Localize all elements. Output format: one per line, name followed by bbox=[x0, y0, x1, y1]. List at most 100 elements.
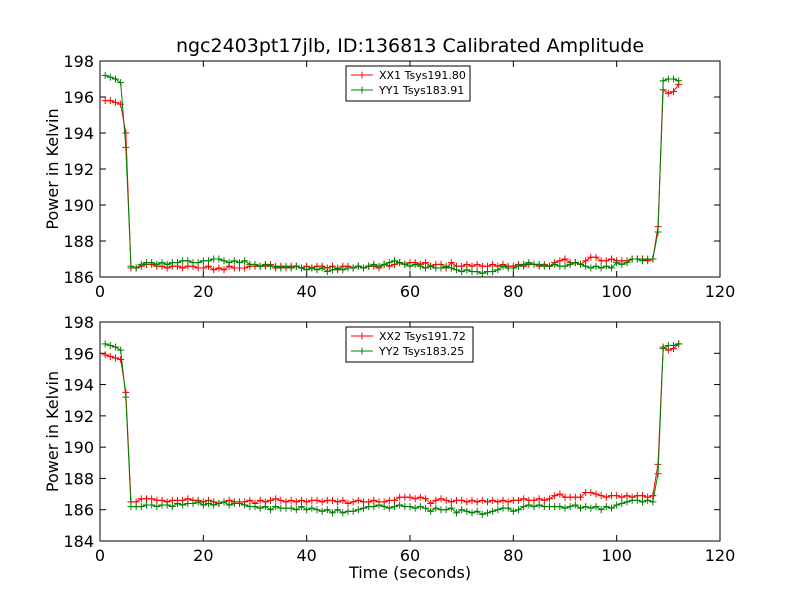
data-point bbox=[292, 506, 300, 514]
data-point bbox=[587, 264, 595, 272]
data-point bbox=[458, 268, 466, 276]
data-point bbox=[427, 507, 435, 515]
data-point bbox=[675, 77, 683, 85]
data-point bbox=[623, 498, 631, 506]
data-point bbox=[592, 490, 600, 498]
data-point bbox=[117, 79, 125, 87]
data-point bbox=[137, 260, 145, 268]
data-point bbox=[422, 495, 429, 503]
y-tick-label: 194 bbox=[63, 124, 94, 143]
data-point bbox=[205, 257, 212, 265]
x-tick-label: 80 bbox=[503, 282, 523, 301]
data-point bbox=[489, 507, 497, 515]
data-point bbox=[117, 356, 125, 364]
data-point bbox=[623, 492, 631, 500]
data-point bbox=[199, 264, 207, 272]
data-point bbox=[639, 257, 646, 265]
data-point bbox=[396, 259, 404, 267]
data-point bbox=[163, 260, 171, 268]
data-point bbox=[287, 264, 295, 272]
data-point bbox=[649, 492, 657, 500]
data-point bbox=[323, 268, 331, 276]
data-point bbox=[577, 504, 584, 512]
data-point bbox=[215, 255, 223, 263]
chart-title: ngc2403pt17jlb, ID:136813 Calibrated Amp… bbox=[176, 35, 644, 57]
data-point bbox=[473, 260, 481, 268]
legend-entry: YY2 Tsys183.25 bbox=[351, 345, 464, 358]
data-point bbox=[272, 495, 280, 503]
data-point bbox=[670, 88, 677, 96]
data-point bbox=[520, 260, 528, 268]
data-point bbox=[504, 498, 512, 506]
data-point bbox=[106, 73, 114, 81]
data-point bbox=[241, 257, 249, 265]
data-point bbox=[613, 501, 621, 509]
data-point bbox=[174, 499, 181, 507]
data-point bbox=[241, 501, 249, 509]
top-panel: 0 20 40 60 80 100 120 186 188 190 192 194 196 198 Powe… bbox=[43, 52, 735, 301]
x-tick-label: 40 bbox=[296, 282, 316, 301]
series-line bbox=[105, 74, 679, 274]
data-point bbox=[468, 496, 476, 504]
x-tick-label: 80 bbox=[503, 546, 523, 565]
data-point bbox=[675, 340, 683, 348]
data-point bbox=[597, 492, 605, 500]
legend-entry: XX1 Tsys191.80 bbox=[351, 69, 466, 82]
data-point bbox=[613, 492, 621, 500]
data-point bbox=[525, 259, 533, 267]
data-point bbox=[618, 493, 626, 501]
data-point bbox=[577, 260, 584, 268]
data-point bbox=[494, 266, 502, 274]
data-point bbox=[406, 493, 414, 501]
data-point bbox=[385, 259, 393, 267]
data-point bbox=[391, 496, 398, 504]
data-point bbox=[411, 260, 419, 268]
data-point bbox=[659, 345, 667, 353]
x-tick-label: 40 bbox=[296, 546, 316, 565]
y-axis-label: Power in Kelvin bbox=[43, 108, 62, 229]
legend-entry: XX2 Tsys191.72 bbox=[351, 330, 466, 343]
data-point bbox=[515, 262, 522, 270]
data-point bbox=[199, 501, 207, 509]
data-point bbox=[148, 495, 156, 503]
data-point bbox=[153, 260, 161, 268]
x-tick-label: 0 bbox=[95, 546, 105, 565]
data-point bbox=[608, 504, 615, 512]
series-2 bbox=[101, 71, 683, 277]
data-point bbox=[210, 266, 218, 274]
data-point bbox=[489, 268, 497, 276]
data-point bbox=[613, 259, 621, 267]
y-tick-label: 198 bbox=[63, 313, 94, 332]
data-point bbox=[504, 504, 512, 512]
data-point bbox=[566, 260, 574, 268]
data-point bbox=[329, 509, 336, 517]
data-point bbox=[447, 498, 455, 506]
data-point bbox=[303, 266, 311, 274]
data-point bbox=[339, 509, 347, 517]
data-point bbox=[546, 262, 553, 270]
data-point bbox=[267, 496, 274, 504]
data-point bbox=[318, 498, 326, 506]
legend-label: YY1 Tsys183.91 bbox=[378, 84, 464, 97]
data-point bbox=[251, 503, 259, 511]
data-point bbox=[401, 260, 409, 268]
data-point bbox=[670, 75, 677, 83]
data-point bbox=[153, 503, 161, 511]
legend-label: YY2 Tsys183.25 bbox=[378, 345, 464, 358]
data-point bbox=[670, 341, 677, 349]
data-point bbox=[101, 71, 109, 79]
data-point bbox=[329, 496, 336, 504]
data-point bbox=[484, 498, 491, 506]
data-point bbox=[174, 259, 181, 267]
y-tick-label: 190 bbox=[63, 438, 94, 457]
data-point bbox=[334, 264, 342, 272]
data-point bbox=[463, 498, 471, 506]
data-point bbox=[106, 97, 114, 105]
data-point bbox=[489, 260, 497, 268]
data-point bbox=[473, 498, 481, 506]
y-tick-label: 188 bbox=[63, 469, 94, 488]
data-point bbox=[520, 503, 528, 511]
data-point bbox=[334, 506, 342, 514]
data-point bbox=[422, 504, 429, 512]
data-point bbox=[571, 501, 579, 509]
